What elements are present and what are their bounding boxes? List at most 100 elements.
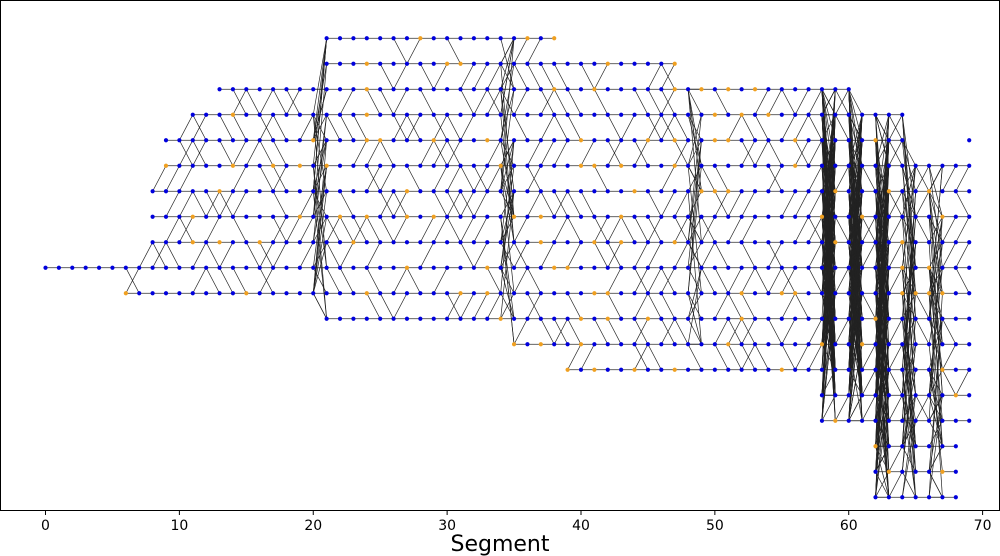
edge [513, 242, 528, 268]
blue-node [739, 342, 744, 347]
edge [821, 293, 836, 319]
edge [513, 63, 528, 90]
edge [808, 191, 823, 217]
orange-node [886, 469, 891, 474]
orange-node [605, 61, 610, 66]
blue-node [525, 265, 530, 270]
orange-node [712, 189, 717, 194]
edge [928, 165, 943, 268]
blue-node [779, 316, 784, 321]
edge [379, 191, 394, 217]
orange-node [578, 138, 584, 143]
blue-node [726, 265, 731, 270]
orange-node [739, 112, 744, 117]
blue-node [578, 240, 584, 245]
edge [339, 216, 354, 243]
edge [661, 165, 676, 192]
edge [366, 267, 381, 294]
edge [727, 216, 742, 243]
blue-node [431, 240, 436, 245]
edge [794, 114, 809, 141]
edge [353, 114, 368, 141]
blue-node [953, 316, 958, 321]
blue-node [511, 240, 517, 245]
edge [848, 140, 863, 319]
blue-node [150, 240, 155, 245]
blue-node [752, 138, 758, 143]
blue-node [659, 291, 664, 296]
edge [205, 242, 220, 268]
edge [634, 344, 649, 370]
blue-node [900, 367, 905, 372]
edge [875, 165, 890, 243]
blue-node [311, 112, 316, 117]
edge [486, 89, 501, 115]
edge [674, 114, 689, 141]
edge [299, 216, 314, 243]
blue-node [270, 112, 276, 117]
blue-node [391, 265, 396, 270]
edge [661, 63, 676, 90]
blue-node [270, 189, 276, 194]
blue-node [578, 367, 584, 372]
blue-node [538, 291, 543, 296]
x-axis-ticks: 0 10 20 30 40 50 60 70 [41, 510, 992, 534]
orange-node [324, 163, 329, 168]
blue-node [886, 418, 891, 423]
edge [714, 89, 729, 115]
blue-node [953, 189, 958, 194]
edge [500, 140, 515, 217]
edge [433, 191, 448, 217]
blue-node [431, 189, 436, 194]
blue-node [324, 189, 329, 194]
blue-node [297, 112, 302, 117]
blue-node [565, 316, 570, 321]
blue-node [418, 240, 423, 245]
blue-node [605, 138, 610, 143]
edge [754, 114, 769, 141]
blue-node [485, 163, 490, 168]
blue-node [177, 240, 182, 245]
blue-node [284, 87, 289, 92]
blue-node [337, 87, 343, 92]
blue-node [940, 393, 945, 398]
blue-node [378, 61, 383, 66]
edge [500, 89, 515, 192]
edge [687, 140, 702, 268]
edge [513, 267, 528, 294]
x-tick-label: 10 [170, 518, 188, 534]
blue-node [324, 112, 329, 117]
blue-node [565, 189, 570, 194]
orange-node [244, 291, 249, 296]
blue-node [672, 265, 677, 270]
orange-node [364, 138, 369, 143]
orange-node [940, 469, 945, 474]
edge [928, 293, 943, 447]
edge [433, 267, 448, 294]
blue-node [940, 342, 945, 347]
blue-node [351, 265, 356, 270]
orange-node [766, 112, 771, 117]
edge [339, 114, 354, 141]
edge [607, 216, 622, 243]
blue-node [217, 265, 222, 270]
blue-node [337, 240, 343, 245]
edge [312, 242, 327, 268]
edge [821, 165, 836, 370]
blue-node [351, 87, 356, 92]
edge [687, 293, 702, 319]
blue-node [766, 367, 771, 372]
edge [674, 191, 689, 217]
blue-node [819, 112, 825, 117]
edge [901, 267, 917, 345]
blue-node [297, 138, 302, 143]
edge [955, 165, 970, 192]
blue-node [324, 138, 329, 143]
blue-node [297, 87, 302, 92]
edge [835, 89, 850, 115]
blue-node [659, 367, 664, 372]
edge [661, 318, 676, 345]
orange-node [431, 214, 436, 219]
blue-node [953, 469, 958, 474]
blue-node [819, 265, 825, 270]
